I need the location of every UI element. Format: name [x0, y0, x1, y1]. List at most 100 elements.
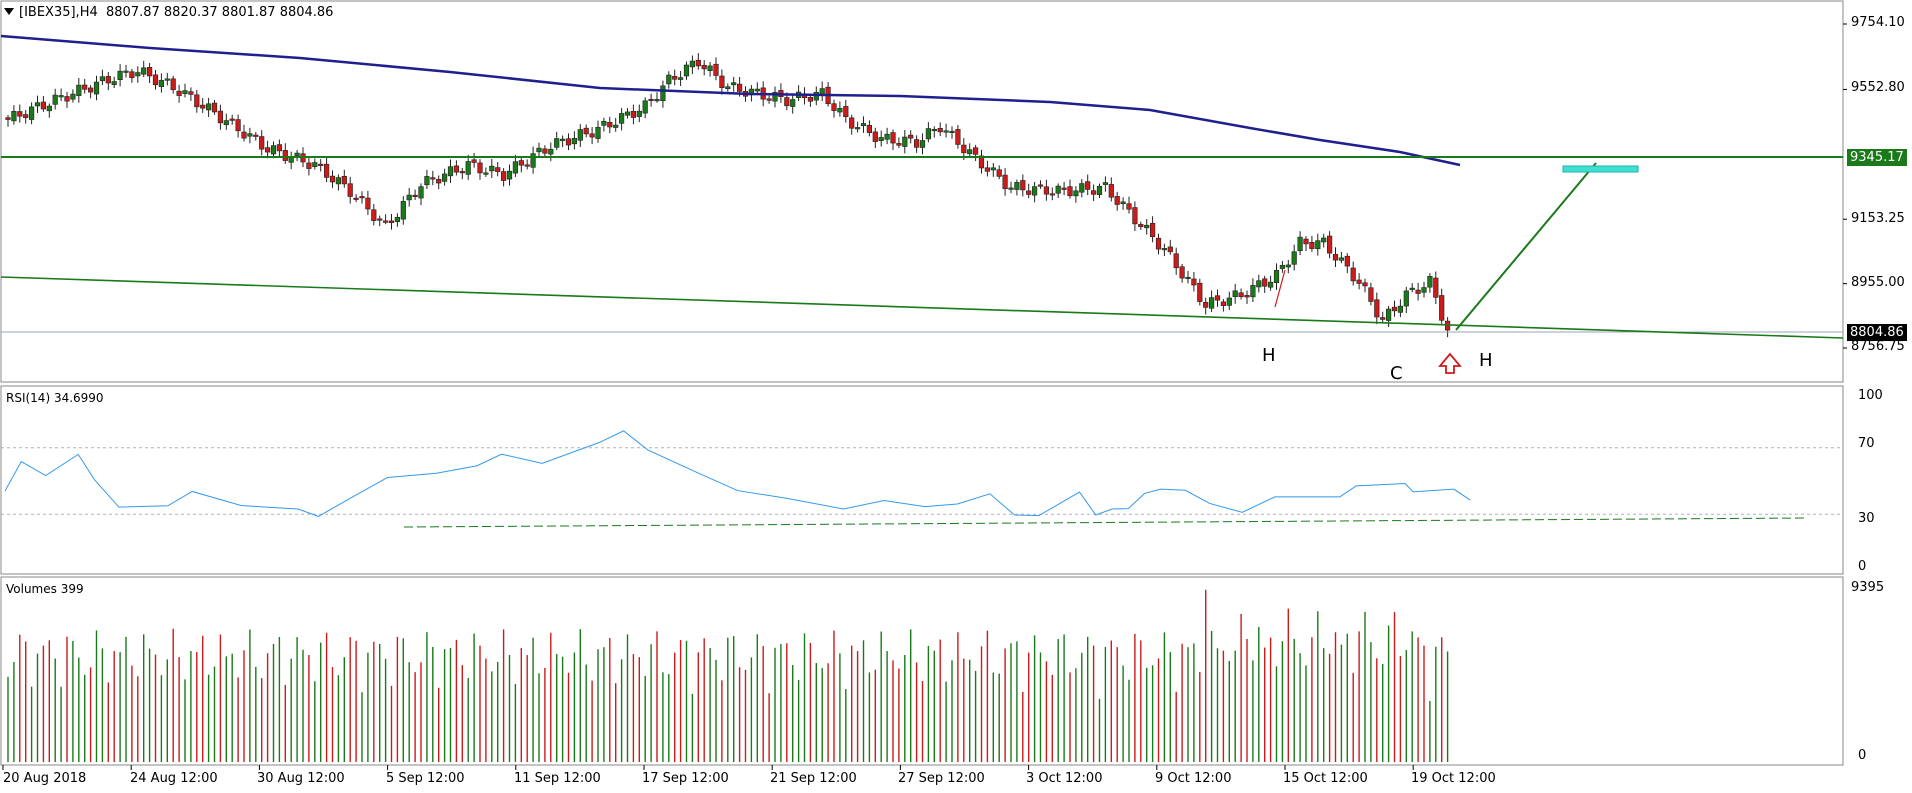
candle-body	[636, 110, 642, 117]
candle-body	[849, 117, 855, 129]
candle-body	[23, 114, 29, 118]
candle-body	[1067, 186, 1073, 197]
candle-body	[666, 74, 672, 85]
candle-body	[1291, 251, 1297, 265]
candle-body	[117, 70, 123, 80]
candle-body	[1433, 277, 1439, 298]
candle-body	[1238, 292, 1244, 297]
candle-body	[388, 220, 395, 224]
candle-body	[589, 133, 595, 138]
candle-body	[52, 94, 58, 105]
candle-body	[530, 153, 536, 168]
red-annotation-line	[1274, 269, 1286, 308]
candle-body	[1386, 308, 1392, 321]
chart-menu-dropdown-icon[interactable]	[4, 8, 14, 15]
candle-body	[1014, 182, 1020, 190]
candle-body	[1344, 255, 1350, 267]
candle-body	[1427, 276, 1433, 288]
candle-body	[465, 161, 471, 175]
candle-body	[1179, 266, 1185, 279]
candle-body	[288, 157, 294, 163]
candle-body	[1049, 193, 1055, 196]
candle-body	[654, 99, 660, 102]
candle-body	[524, 164, 530, 167]
candle-body	[206, 103, 212, 111]
candle-body	[996, 169, 1002, 177]
candle-body	[40, 101, 46, 110]
rsi-level: 30	[1858, 511, 1875, 526]
candle-body	[1032, 186, 1038, 196]
candle-body	[1155, 237, 1162, 250]
candle-body	[1055, 185, 1061, 194]
candle-body	[601, 120, 607, 126]
candle-body	[495, 167, 501, 172]
rsi-panel-frame	[0, 385, 1844, 575]
candle-body	[365, 197, 371, 210]
candle-body	[164, 78, 170, 81]
candle-body	[318, 163, 324, 166]
candle-body	[412, 194, 418, 198]
candle-body	[725, 86, 731, 90]
candle-body	[967, 149, 973, 155]
left-shoulder-label: H	[1262, 345, 1276, 366]
candle-body	[1391, 306, 1398, 312]
time-axis-label: 27 Sep 12:00	[898, 771, 985, 786]
candle-body	[890, 132, 896, 144]
candle-body	[1244, 295, 1250, 298]
candle-body	[200, 104, 206, 109]
candle-body	[28, 106, 35, 120]
candle-body	[1002, 174, 1008, 189]
candle-body	[972, 147, 979, 155]
candle-body	[1273, 270, 1280, 284]
candle-body	[1338, 257, 1344, 261]
candle-body	[1285, 264, 1291, 268]
candle-body	[335, 177, 342, 185]
candle-body	[1079, 183, 1085, 193]
candle-body	[961, 144, 967, 154]
rsi-level: 70	[1858, 436, 1875, 451]
candle-body	[194, 94, 200, 108]
candle-body	[406, 194, 412, 201]
candle-body	[1132, 207, 1138, 225]
candle-body	[247, 133, 253, 137]
candle-body	[459, 171, 465, 174]
candle-body	[790, 99, 796, 107]
candle-body	[719, 75, 725, 88]
candle-body	[1120, 201, 1126, 204]
candle-body	[82, 84, 88, 90]
candle-body	[542, 148, 548, 154]
candle-body	[949, 130, 955, 134]
symbol-ohlc-header: [IBEX35],H4 8807.87 8820.37 8801.87 8804…	[19, 5, 333, 20]
candle-body	[925, 128, 931, 140]
candle-body	[813, 91, 819, 101]
candle-body	[436, 178, 442, 184]
candle-body	[1380, 317, 1386, 320]
candle-body	[1350, 267, 1356, 282]
candle-body	[689, 60, 695, 68]
candle-body	[854, 127, 861, 130]
candle-body	[1203, 302, 1209, 308]
candle-body	[400, 201, 406, 220]
candle-body	[1073, 190, 1079, 197]
candle-body	[294, 152, 300, 156]
candle-body	[188, 91, 194, 95]
candle-body	[731, 82, 737, 86]
candle-body	[170, 78, 176, 91]
candle-body	[223, 120, 229, 126]
candle-body	[88, 87, 94, 93]
candle-body	[329, 175, 336, 183]
candle-body	[506, 170, 513, 180]
head-label: C	[1390, 363, 1403, 384]
candle-body	[1197, 282, 1203, 302]
candle-body	[276, 144, 283, 152]
candle-body	[672, 76, 678, 80]
candle-body	[76, 84, 82, 96]
candle-body	[607, 121, 613, 128]
time-axis-label: 15 Oct 12:00	[1283, 771, 1368, 786]
candle-body	[955, 129, 961, 145]
candle-body	[536, 147, 542, 153]
candle-body	[359, 196, 365, 199]
candle-body	[1191, 278, 1197, 286]
volume-panel-frame	[0, 576, 1844, 766]
